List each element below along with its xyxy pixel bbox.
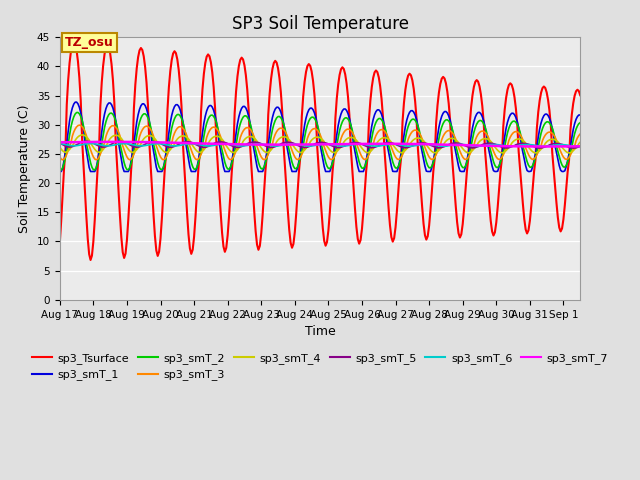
sp3_smT_4: [577, 139, 584, 145]
sp3_smT_5: [144, 140, 152, 145]
sp3_smT_4: [144, 133, 152, 139]
Line: sp3_smT_4: sp3_smT_4: [60, 135, 580, 153]
sp3_smT_3: [143, 123, 150, 129]
sp3_smT_5: [141, 142, 149, 147]
sp3_smT_2: [58, 167, 65, 173]
sp3_smT_1: [83, 148, 90, 154]
sp3_smT_3: [56, 154, 63, 160]
sp3_smT_3: [59, 157, 67, 163]
sp3_smT_6: [573, 144, 581, 149]
sp3_smT_3: [533, 152, 541, 158]
sp3_smT_2: [198, 142, 206, 148]
sp3_smT_5: [577, 144, 584, 149]
sp3_smT_1: [577, 112, 584, 118]
Line: sp3_smT_6: sp3_smT_6: [60, 144, 580, 146]
sp3_Tsurface: [70, 40, 77, 46]
Text: TZ_osu: TZ_osu: [65, 36, 113, 49]
sp3_smT_6: [532, 143, 540, 148]
sp3_smT_7: [141, 139, 149, 145]
Legend: sp3_Tsurface, sp3_smT_1, sp3_smT_2, sp3_smT_3, sp3_smT_4, sp3_smT_5, sp3_smT_6, : sp3_Tsurface, sp3_smT_1, sp3_smT_2, sp3_…: [28, 348, 612, 385]
sp3_smT_2: [533, 149, 541, 155]
sp3_Tsurface: [572, 88, 580, 94]
sp3_smT_5: [570, 145, 577, 151]
sp3_smT_7: [197, 141, 205, 146]
sp3_smT_7: [144, 139, 152, 145]
sp3_smT_7: [532, 144, 540, 149]
sp3_Tsurface: [83, 214, 90, 219]
sp3_smT_4: [572, 145, 580, 151]
sp3_smT_5: [532, 144, 540, 150]
sp3_smT_1: [144, 111, 152, 117]
sp3_smT_2: [143, 112, 150, 118]
sp3_smT_1: [141, 103, 149, 108]
sp3_Tsurface: [198, 86, 206, 92]
sp3_smT_2: [572, 126, 580, 132]
sp3_smT_6: [197, 142, 205, 148]
sp3_smT_1: [197, 142, 205, 147]
sp3_smT_1: [571, 121, 579, 127]
sp3_smT_4: [56, 144, 63, 150]
sp3_smT_7: [81, 139, 89, 145]
Line: sp3_smT_2: sp3_smT_2: [60, 112, 580, 170]
sp3_smT_2: [56, 167, 63, 173]
sp3_smT_5: [197, 144, 205, 150]
sp3_Tsurface: [143, 80, 150, 85]
Y-axis label: Soil Temperature (C): Soil Temperature (C): [19, 104, 31, 233]
sp3_Tsurface: [86, 257, 94, 263]
sp3_smT_1: [532, 151, 540, 156]
Line: sp3_smT_3: sp3_smT_3: [60, 125, 580, 160]
sp3_Tsurface: [145, 140, 153, 145]
sp3_smT_3: [572, 138, 580, 144]
Line: sp3_smT_5: sp3_smT_5: [60, 141, 580, 148]
sp3_smT_5: [572, 145, 580, 151]
sp3_smT_5: [81, 138, 89, 144]
Title: SP3 Soil Temperature: SP3 Soil Temperature: [232, 15, 408, 33]
sp3_smT_6: [56, 141, 63, 146]
Line: sp3_smT_7: sp3_smT_7: [60, 142, 580, 146]
sp3_smT_4: [565, 150, 573, 156]
sp3_smT_3: [76, 122, 83, 128]
sp3_smT_1: [56, 168, 63, 174]
sp3_smT_6: [141, 143, 149, 148]
sp3_smT_3: [198, 148, 206, 154]
sp3_smT_1: [73, 99, 81, 105]
Line: sp3_Tsurface: sp3_Tsurface: [60, 43, 580, 260]
sp3_smT_7: [541, 144, 549, 149]
sp3_smT_6: [81, 141, 89, 147]
sp3_smT_7: [577, 144, 584, 149]
sp3_smT_3: [145, 125, 153, 131]
sp3_smT_4: [532, 150, 540, 156]
sp3_smT_3: [84, 139, 92, 144]
sp3_smT_5: [56, 140, 63, 146]
Line: sp3_smT_1: sp3_smT_1: [60, 102, 580, 171]
sp3_smT_2: [84, 147, 92, 153]
sp3_smT_4: [83, 134, 90, 140]
sp3_smT_6: [144, 142, 152, 148]
sp3_smT_7: [572, 144, 580, 149]
sp3_smT_7: [108, 139, 115, 145]
sp3_smT_2: [577, 120, 584, 125]
sp3_smT_4: [141, 134, 149, 140]
sp3_smT_2: [74, 109, 82, 115]
X-axis label: Time: Time: [305, 325, 335, 338]
sp3_smT_2: [145, 119, 153, 124]
sp3_smT_5: [83, 138, 90, 144]
sp3_smT_3: [577, 131, 584, 137]
sp3_smT_4: [197, 149, 205, 155]
sp3_smT_6: [571, 144, 579, 149]
sp3_smT_4: [78, 132, 86, 138]
sp3_Tsurface: [577, 93, 584, 98]
sp3_Tsurface: [533, 125, 541, 131]
sp3_smT_7: [56, 140, 63, 145]
sp3_smT_6: [577, 144, 584, 149]
sp3_smT_6: [86, 141, 94, 146]
sp3_Tsurface: [56, 240, 63, 246]
